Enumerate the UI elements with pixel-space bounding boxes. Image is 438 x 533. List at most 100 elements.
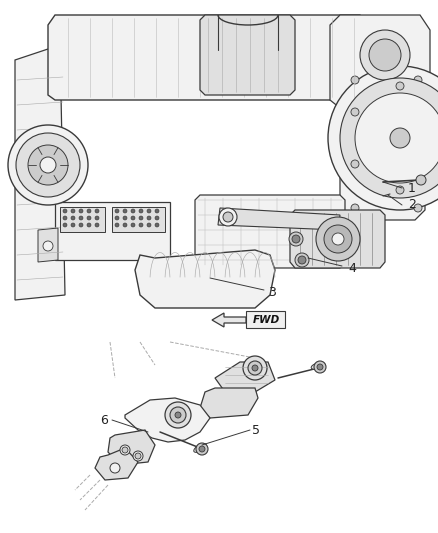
Text: 5: 5 xyxy=(252,424,260,437)
Text: FWD: FWD xyxy=(252,315,279,325)
Circle shape xyxy=(95,216,99,220)
Circle shape xyxy=(87,223,91,227)
Circle shape xyxy=(170,407,186,423)
Circle shape xyxy=(414,76,422,84)
Ellipse shape xyxy=(194,443,206,453)
Circle shape xyxy=(122,447,128,453)
Polygon shape xyxy=(95,448,138,480)
Circle shape xyxy=(131,223,135,227)
Circle shape xyxy=(219,208,237,226)
Circle shape xyxy=(317,364,323,370)
Circle shape xyxy=(369,39,401,71)
Circle shape xyxy=(131,216,135,220)
Text: 3: 3 xyxy=(268,286,276,298)
Circle shape xyxy=(355,93,438,183)
Circle shape xyxy=(416,175,426,185)
Circle shape xyxy=(63,216,67,220)
Polygon shape xyxy=(340,68,425,220)
Circle shape xyxy=(332,233,344,245)
Circle shape xyxy=(396,82,404,90)
Circle shape xyxy=(71,216,75,220)
Ellipse shape xyxy=(311,362,325,369)
Circle shape xyxy=(199,446,205,452)
Polygon shape xyxy=(60,207,105,232)
Circle shape xyxy=(115,216,119,220)
Polygon shape xyxy=(218,208,340,230)
Circle shape xyxy=(155,209,159,213)
Circle shape xyxy=(390,128,410,148)
Circle shape xyxy=(133,451,143,461)
Circle shape xyxy=(16,133,80,197)
Circle shape xyxy=(110,463,120,473)
Circle shape xyxy=(43,241,53,251)
Polygon shape xyxy=(108,430,155,465)
Circle shape xyxy=(252,365,258,371)
Circle shape xyxy=(123,209,127,213)
Circle shape xyxy=(351,108,359,116)
Circle shape xyxy=(139,216,143,220)
Circle shape xyxy=(115,223,119,227)
Circle shape xyxy=(40,157,56,173)
Circle shape xyxy=(139,209,143,213)
Polygon shape xyxy=(38,228,58,262)
Circle shape xyxy=(8,125,88,205)
Circle shape xyxy=(95,209,99,213)
Circle shape xyxy=(328,66,438,210)
Circle shape xyxy=(79,223,83,227)
Circle shape xyxy=(360,30,410,80)
Polygon shape xyxy=(15,340,425,533)
Circle shape xyxy=(147,209,151,213)
Circle shape xyxy=(243,356,267,380)
Text: 6: 6 xyxy=(100,414,108,426)
Circle shape xyxy=(147,216,151,220)
Circle shape xyxy=(63,209,67,213)
Polygon shape xyxy=(15,8,425,305)
Circle shape xyxy=(115,209,119,213)
Text: 2: 2 xyxy=(408,198,416,212)
Polygon shape xyxy=(195,195,345,268)
Circle shape xyxy=(95,223,99,227)
Circle shape xyxy=(135,453,141,459)
Circle shape xyxy=(196,443,208,455)
Circle shape xyxy=(292,235,300,243)
Circle shape xyxy=(71,223,75,227)
Circle shape xyxy=(396,186,404,194)
Circle shape xyxy=(351,204,359,212)
Polygon shape xyxy=(48,15,365,100)
Circle shape xyxy=(63,223,67,227)
Circle shape xyxy=(351,160,359,168)
Circle shape xyxy=(120,445,130,455)
Circle shape xyxy=(314,361,326,373)
Circle shape xyxy=(165,402,191,428)
Polygon shape xyxy=(290,210,385,268)
Circle shape xyxy=(155,223,159,227)
Circle shape xyxy=(79,209,83,213)
Circle shape xyxy=(155,216,159,220)
Polygon shape xyxy=(215,362,275,392)
FancyBboxPatch shape xyxy=(246,311,285,327)
Text: 1: 1 xyxy=(408,182,416,195)
Circle shape xyxy=(139,223,143,227)
FancyArrow shape xyxy=(212,313,246,327)
Polygon shape xyxy=(330,15,430,108)
Circle shape xyxy=(298,256,306,264)
Polygon shape xyxy=(125,398,210,442)
Polygon shape xyxy=(135,250,275,308)
Circle shape xyxy=(71,209,75,213)
Circle shape xyxy=(28,145,68,185)
Circle shape xyxy=(289,232,303,246)
Circle shape xyxy=(351,76,359,84)
Circle shape xyxy=(147,223,151,227)
Circle shape xyxy=(79,216,83,220)
Circle shape xyxy=(87,216,91,220)
Circle shape xyxy=(87,209,91,213)
Circle shape xyxy=(414,204,422,212)
Circle shape xyxy=(123,216,127,220)
Polygon shape xyxy=(200,15,295,95)
Circle shape xyxy=(223,212,233,222)
Circle shape xyxy=(131,209,135,213)
Polygon shape xyxy=(15,45,65,300)
Polygon shape xyxy=(55,202,170,260)
Text: 4: 4 xyxy=(348,262,356,274)
Polygon shape xyxy=(112,207,165,232)
